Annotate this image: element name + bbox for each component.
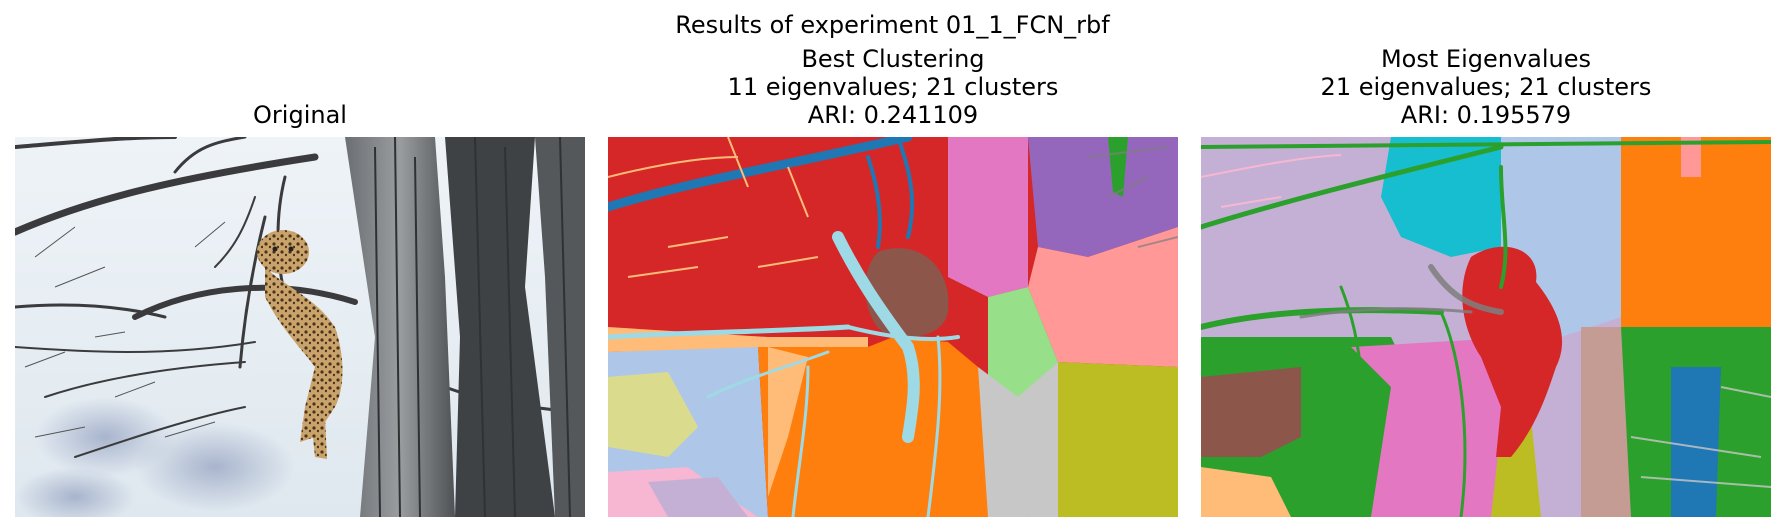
best-title-line-3: ARI: 0.241109 — [807, 101, 979, 129]
best-clustering-segmentation — [608, 137, 1178, 517]
most-eigenvalues-panel — [1201, 137, 1771, 517]
original-title-line-1: Original — [253, 101, 347, 129]
most-title-line-2: 21 eigenvalues; 21 clusters — [1320, 73, 1652, 101]
most-title-line-3: ARI: 0.195579 — [1400, 101, 1572, 129]
most-eigenvalues-segmentation — [1201, 137, 1771, 517]
most-eigenvalues-panel-title: Most Eigenvalues 21 eigenvalues; 21 clus… — [1201, 45, 1771, 129]
best-title-line-1: Best Clustering — [801, 45, 985, 73]
leopard-photo — [15, 137, 585, 517]
most-title-line-1: Most Eigenvalues — [1380, 45, 1592, 73]
best-clustering-panel-title: Best Clustering 11 eigenvalues; 21 clust… — [608, 45, 1178, 129]
best-clustering-panel — [608, 137, 1178, 517]
figure-suptitle: Results of experiment 01_1_FCN_rbf — [675, 11, 1110, 39]
best-title-line-2: 11 eigenvalues; 21 clusters — [727, 73, 1059, 101]
original-image-panel — [15, 137, 585, 517]
original-panel-title: Original — [15, 101, 585, 129]
